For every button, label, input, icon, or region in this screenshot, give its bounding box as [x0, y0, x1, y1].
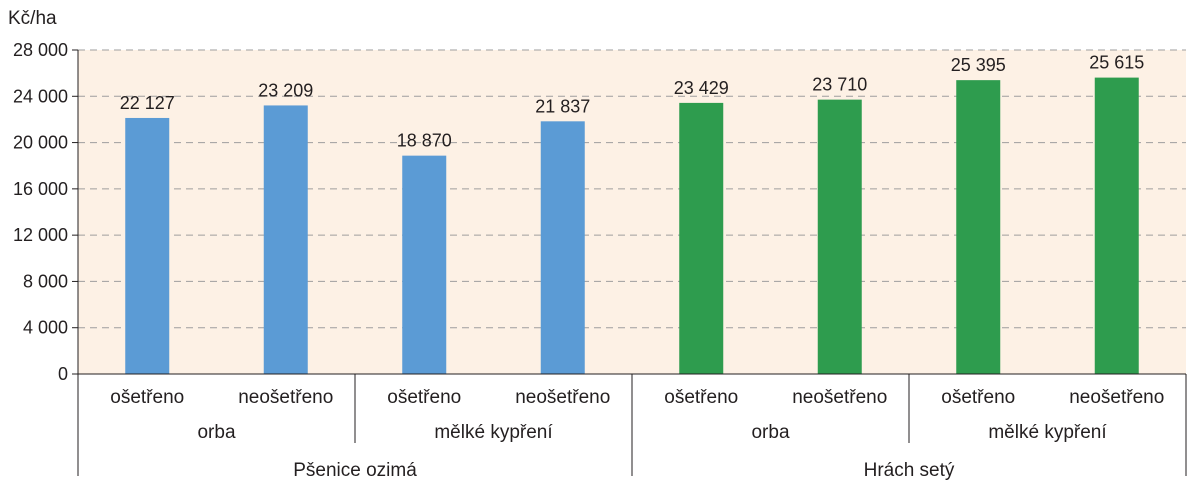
tillage-group-label: mělké kypření: [434, 422, 553, 443]
bar-value-label: 25 615: [1089, 53, 1144, 73]
y-tick-label: 12 000: [13, 225, 68, 245]
bar: [540, 121, 585, 374]
y-tick-label: 20 000: [13, 133, 68, 153]
gridlines: [78, 49, 1186, 329]
bar: [679, 102, 724, 374]
treatment-label: neošetřeno: [515, 387, 610, 408]
bar-value-label: 21 837: [535, 96, 590, 116]
treatment-label: ošetřeno: [110, 387, 184, 408]
y-tick-label: 8 000: [23, 271, 68, 291]
y-tick-label: 4 000: [23, 318, 68, 338]
crop-label: Hrách setý: [864, 460, 955, 481]
treatment-label: ošetřeno: [664, 387, 738, 408]
tillage-group-label: mělké kypření: [988, 422, 1107, 443]
y-tick-label: 0: [58, 364, 68, 384]
y-tick-label: 16 000: [13, 179, 68, 199]
bar-value-label: 23 429: [674, 78, 729, 98]
y-axis-unit-label: Kč/ha: [8, 8, 57, 29]
treatment-label: neošetřeno: [792, 387, 887, 408]
bar: [956, 80, 1001, 375]
bar-value-label: 23 209: [258, 80, 313, 100]
axes: [72, 49, 1187, 476]
y-tick-label: 24 000: [13, 86, 68, 106]
bar: [263, 105, 308, 374]
bar-value-label: 18 870: [397, 131, 452, 151]
bar: [817, 99, 862, 375]
treatment-label: ošetřeno: [387, 387, 461, 408]
x-category-labels: ošetřeno neošetřeno ošetřeno neošetřeno ošet…: [110, 387, 1164, 481]
value-labels: 22 127 23 209 18 870 21 837 23 429 23 710 25 3…: [120, 53, 1145, 151]
bar: [402, 155, 447, 374]
y-tick-labels: 0 4 000 8 000 12 000 16 000 20 000 24 000 28 00…: [13, 40, 68, 384]
bar: [1094, 77, 1139, 375]
treatment-label: neošetřeno: [238, 387, 333, 408]
bar-value-label: 22 127: [120, 93, 175, 113]
bar: [125, 117, 170, 375]
crop-label: Pšenice ozimá: [293, 460, 417, 481]
plot-area: [78, 50, 1186, 374]
treatment-label: ošetřeno: [941, 387, 1015, 408]
tillage-group-label: orba: [197, 422, 235, 443]
y-tick-label: 28 000: [13, 40, 68, 60]
bars: [125, 77, 1139, 375]
bar-value-label: 23 710: [812, 75, 867, 95]
bar-value-label: 25 395: [951, 55, 1006, 75]
tillage-group-label: orba: [751, 422, 789, 443]
treatment-label: neošetřeno: [1069, 387, 1164, 408]
